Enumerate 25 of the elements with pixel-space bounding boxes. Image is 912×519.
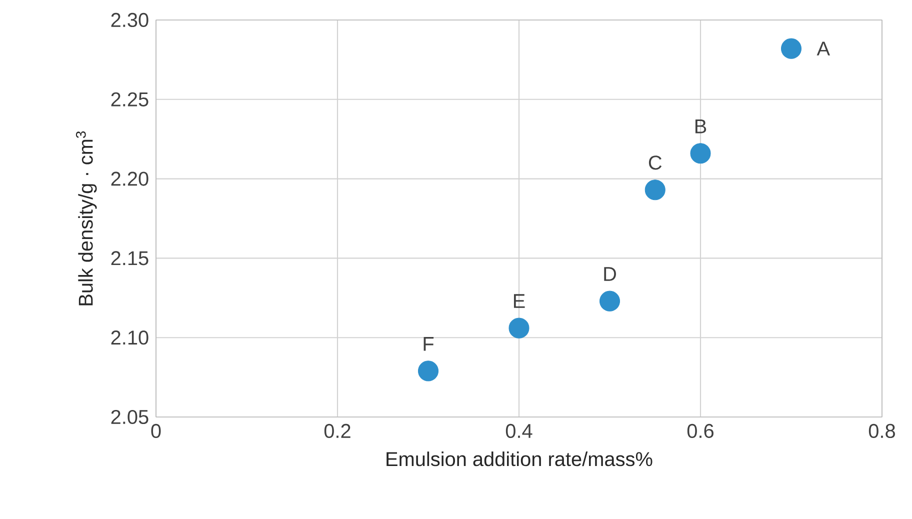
y-tick-label: 2.30	[111, 12, 148, 28]
annotation: B	[695, 119, 706, 134]
x-tick-label: 0.2	[324, 424, 350, 438]
point	[508, 318, 530, 338]
y-tick-label: 2.05	[111, 410, 148, 424]
y-tick-label: 2.10	[111, 330, 148, 345]
x-tick-label: 0	[151, 424, 161, 438]
point	[418, 360, 439, 382]
annotation: D	[604, 267, 616, 281]
point	[690, 143, 711, 164]
y-tick-label: 2.20	[111, 172, 148, 186]
x-axis-title: Emulsion addition rate/mass%	[386, 452, 652, 466]
point	[780, 38, 802, 59]
x-tick-label: 0.8	[868, 424, 895, 438]
annotation: E	[514, 294, 525, 308]
y-tick-label: 2.25	[111, 92, 148, 106]
annotation: A	[816, 42, 830, 56]
y-tick-label: 2.15	[111, 251, 148, 266]
point	[599, 290, 620, 312]
annotation: C	[648, 156, 662, 170]
x-tick-label: 0.4	[506, 424, 532, 438]
annotation: F	[424, 337, 434, 351]
x-tick-label: 0.6	[687, 424, 714, 438]
y-axis-title: Bulk density/g · cm$^{3}$	[76, 131, 97, 306]
point	[644, 180, 666, 200]
